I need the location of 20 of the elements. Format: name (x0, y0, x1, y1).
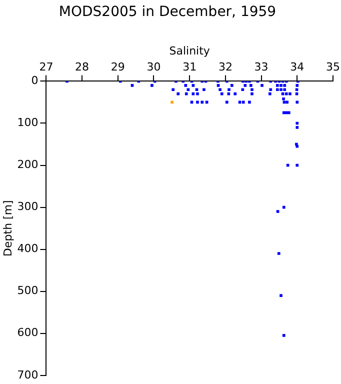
x-tick-label: 32 (218, 60, 232, 74)
chart-title: MODS2005 in December, 1959 (58, 4, 276, 20)
y-tick-label: 400 (17, 242, 38, 256)
y-tick-label: 100 (17, 116, 38, 130)
y-tick-label: 700 (17, 368, 38, 382)
y-tick-label: 300 (17, 200, 38, 214)
x-axis-title: Salinity (169, 44, 210, 58)
x-tick-label: 28 (75, 60, 90, 74)
y-tick-label: 600 (17, 326, 38, 340)
x-tick-label: 31 (182, 60, 197, 74)
x-tick-label: 30 (146, 60, 161, 74)
x-tick-label: 27 (39, 60, 54, 74)
y-axis-title: Depth [m] (1, 200, 14, 256)
y-tick-label: 0 (31, 74, 38, 88)
x-tick-label: 29 (110, 60, 125, 74)
x-tick-label: 34 (290, 60, 304, 74)
x-tick-label: 35 (326, 60, 340, 74)
y-tick-label: 200 (17, 158, 38, 172)
x-tick-label: 33 (254, 60, 268, 74)
y-tick-label: 500 (17, 284, 38, 298)
